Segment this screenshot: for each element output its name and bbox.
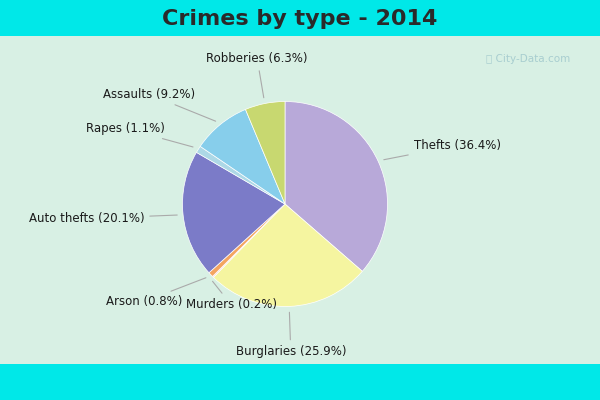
Wedge shape xyxy=(196,146,285,204)
Wedge shape xyxy=(214,204,362,306)
Text: Crimes by type - 2014: Crimes by type - 2014 xyxy=(163,10,437,30)
Wedge shape xyxy=(245,102,285,204)
Wedge shape xyxy=(212,204,285,277)
Text: Murders (0.2%): Murders (0.2%) xyxy=(185,281,277,311)
Text: Auto thefts (20.1%): Auto thefts (20.1%) xyxy=(29,212,177,225)
Text: ⓘ City-Data.com: ⓘ City-Data.com xyxy=(486,54,570,64)
Text: Arson (0.8%): Arson (0.8%) xyxy=(106,278,206,308)
Wedge shape xyxy=(209,204,285,276)
Wedge shape xyxy=(285,102,388,271)
Text: Robberies (6.3%): Robberies (6.3%) xyxy=(206,52,308,98)
Wedge shape xyxy=(182,152,285,273)
Text: Assaults (9.2%): Assaults (9.2%) xyxy=(103,88,215,121)
Text: Thefts (36.4%): Thefts (36.4%) xyxy=(384,139,501,160)
Text: Rapes (1.1%): Rapes (1.1%) xyxy=(86,122,193,147)
Wedge shape xyxy=(200,110,285,204)
Text: Burglaries (25.9%): Burglaries (25.9%) xyxy=(236,312,346,358)
